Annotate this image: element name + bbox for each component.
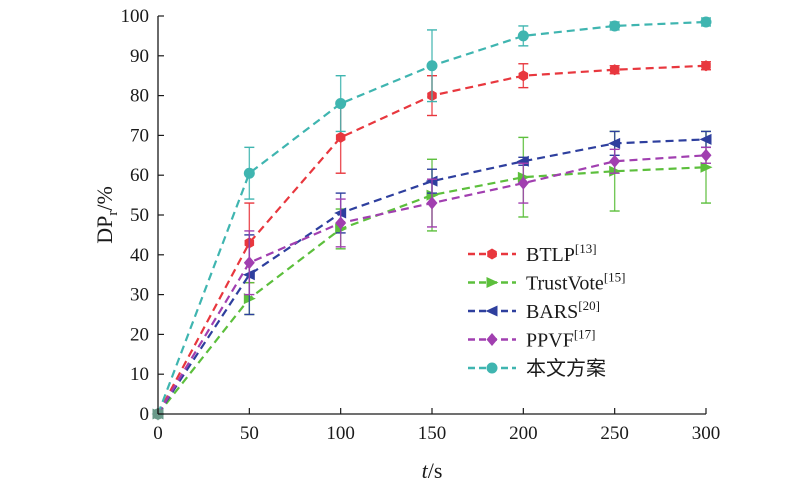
axes: 0 50 100 150 200 250 300 0 10 20 30 40 50 60 70 80 90 100…: [92, 6, 720, 483]
data-point: [701, 60, 711, 72]
y-tick-label: 90: [130, 46, 149, 67]
data-point: [699, 133, 712, 145]
data-point: [608, 137, 621, 149]
y-tick-label: 70: [130, 125, 149, 146]
y-tick-label: 60: [130, 165, 149, 186]
legend-label: PPVF[17]: [526, 327, 595, 352]
data-point: [516, 155, 529, 167]
legend-item: 本文方案: [468, 357, 606, 380]
data-point: [335, 98, 347, 110]
x-tick-label: 150: [418, 423, 447, 444]
data-point: [517, 30, 529, 42]
legend-item: BARS[20]: [468, 298, 600, 323]
data-point: [700, 161, 713, 173]
y-tick-label: 30: [130, 285, 149, 306]
series-line: [157, 64, 707, 415]
legend-marker: [486, 333, 498, 346]
legend-label: BARS[20]: [526, 298, 600, 323]
y-tick-label: 80: [130, 86, 149, 107]
series-1: [153, 60, 711, 420]
y-tick-label: 10: [130, 364, 149, 385]
data-point: [609, 20, 621, 32]
plot-area: [151, 16, 713, 421]
legend-label: TrustVote[15]: [526, 270, 625, 295]
data-point: [243, 167, 255, 179]
series-3: [151, 130, 712, 420]
series-4: [152, 146, 712, 421]
y-tick-label: 0: [140, 404, 150, 425]
legend-marker: [485, 305, 498, 317]
data-point: [426, 60, 438, 72]
data-point: [609, 154, 621, 168]
x-tick-label: 200: [509, 423, 538, 444]
x-tick-label: 0: [153, 423, 163, 444]
data-point: [700, 148, 712, 162]
data-point: [243, 256, 255, 270]
y-tick-label: 100: [121, 6, 150, 27]
y-tick-label: 20: [130, 324, 149, 345]
legend-label: 本文方案: [526, 357, 606, 380]
legend-label: BTLP[13]: [526, 241, 597, 266]
y-axis-title: DPr/%: [92, 186, 121, 244]
legend: BTLP[13] TrustVote[15] BARS[20] PPVF[17] 本文方…: [468, 241, 625, 380]
data-point: [518, 70, 529, 82]
legend-item: PPVF[17]: [468, 327, 595, 352]
x-tick-label: 50: [240, 423, 259, 444]
x-tick-label: 250: [600, 423, 629, 444]
data-point: [426, 196, 438, 210]
legend-marker: [486, 277, 499, 288]
axis-ticks: 0 50 100 150 200 250 300 0 10 20 30 40 50 60 70 80 90 100: [121, 6, 721, 444]
data-point: [335, 131, 346, 143]
series-5: [152, 16, 712, 420]
data-point: [609, 64, 620, 76]
data-point: [335, 216, 347, 230]
legend-marker: [486, 362, 498, 374]
x-tick-label: 300: [692, 423, 721, 444]
legend-item: BTLP[13]: [468, 241, 597, 266]
y-tick-label: 40: [130, 245, 149, 266]
x-tick-label: 100: [326, 423, 355, 444]
y-tick-label: 50: [130, 205, 149, 226]
data-point: [517, 176, 529, 190]
x-axis-title: t/s: [422, 458, 443, 483]
legend-marker: [487, 248, 497, 260]
data-point: [700, 16, 712, 28]
legend-item: TrustVote[15]: [468, 270, 625, 295]
